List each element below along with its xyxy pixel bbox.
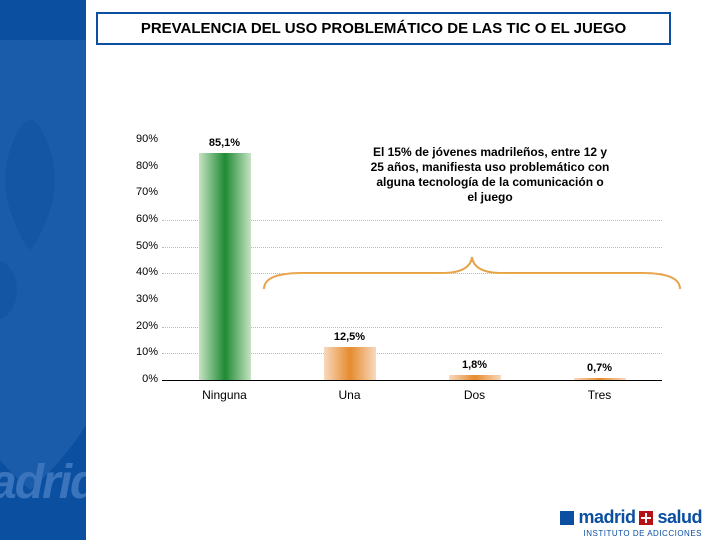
bar [199, 140, 251, 380]
category-label: Dos [415, 388, 535, 402]
bar-value-label: 12,5% [290, 331, 410, 343]
bar [574, 140, 626, 380]
bar [324, 140, 376, 380]
category-label: Tres [540, 388, 660, 402]
bar-fill [199, 153, 251, 380]
left-brand-band: adrid [0, 0, 86, 540]
footer-subtitle: INSTITUTO DE ADICCIONES [584, 529, 702, 538]
y-tick-label: 70% [110, 186, 158, 198]
bar-chart: 0% 10% 20% 30% 40% 50% 60% 70% 80% 90% 85,1% Ningun… [110, 130, 670, 430]
bar-fill [324, 347, 376, 380]
bar-value-label: 1,8% [415, 359, 535, 371]
plus-icon [639, 511, 653, 525]
bar-value-label: 0,7% [540, 362, 660, 374]
y-tick-label: 10% [110, 346, 158, 358]
bar [449, 140, 501, 380]
bar-value-label: 85,1% [165, 137, 285, 149]
bar-fill [449, 375, 501, 380]
footer-brand2: salud [657, 507, 702, 528]
title-box: PREVALENCIA DEL USO PROBLEMÁTICO DE LAS … [96, 12, 671, 45]
y-tick-label: 0% [110, 373, 158, 385]
bar-fill [574, 378, 626, 380]
category-label: Ninguna [165, 388, 285, 402]
y-tick-label: 60% [110, 213, 158, 225]
footer-logo: madrid salud [560, 507, 702, 528]
y-tick-label: 90% [110, 133, 158, 145]
y-tick-label: 40% [110, 266, 158, 278]
watermark-text: adrid [0, 455, 86, 510]
footer-brand1: madrid [578, 507, 635, 528]
y-tick-label: 80% [110, 160, 158, 172]
y-tick-label: 20% [110, 320, 158, 332]
x-axis [162, 380, 662, 381]
y-tick-label: 50% [110, 240, 158, 252]
category-label: Una [290, 388, 410, 402]
y-tick-label: 30% [110, 293, 158, 305]
logo-square-icon [560, 511, 574, 525]
page-title: PREVALENCIA DEL USO PROBLEMÁTICO DE LAS … [106, 20, 661, 37]
madrid-shield-watermark [0, 30, 86, 510]
